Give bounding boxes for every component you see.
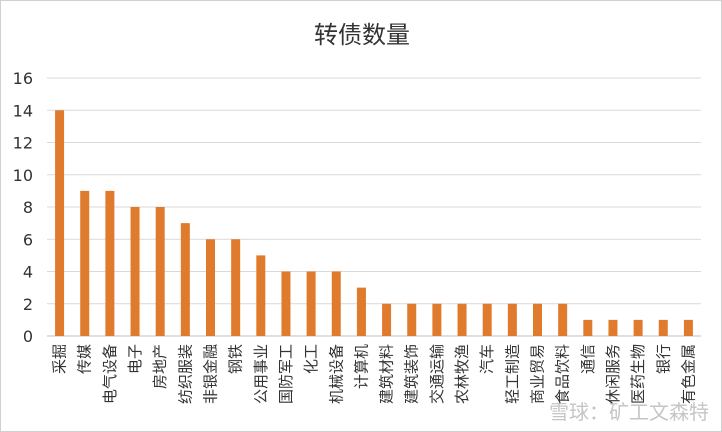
x-tick-label: 国防军工 [277, 344, 295, 404]
bar [331, 271, 341, 336]
bar [583, 319, 593, 336]
bar [105, 190, 115, 336]
x-tick-label: 计算机 [352, 344, 370, 389]
bar [256, 255, 266, 336]
x-tick-label: 电子 [126, 344, 144, 374]
x-tick-label: 医药生物 [629, 344, 647, 404]
bar [281, 271, 291, 336]
x-tick-label: 有色金属 [679, 344, 697, 404]
x-tick-label: 轻工制造 [503, 344, 521, 404]
y-tick-label: 0 [23, 327, 33, 346]
bar [683, 319, 693, 336]
bar [155, 207, 165, 336]
x-tick-label: 建筑装饰 [403, 344, 421, 404]
x-tick-label: 通信 [579, 344, 597, 374]
y-tick-label: 10 [13, 166, 33, 185]
y-tick-label: 12 [13, 134, 33, 153]
bar [533, 303, 542, 336]
x-tick-label: 采掘 [51, 344, 69, 374]
x-tick-label: 公用事业 [252, 344, 270, 404]
y-tick-label: 14 [13, 101, 33, 120]
x-tick-label: 电气设备 [101, 344, 119, 404]
x-tick-label: 传媒 [76, 344, 94, 374]
bar [180, 223, 190, 336]
x-tick-label: 非银金融 [202, 344, 220, 404]
bar [633, 319, 643, 336]
bar [457, 303, 467, 336]
x-tick-label: 食品饮料 [554, 344, 572, 404]
x-tick-label: 机械设备 [327, 344, 345, 404]
x-tick-label: 纺织服装 [176, 344, 194, 404]
bar [658, 319, 668, 336]
bar [130, 207, 140, 336]
bar [432, 303, 442, 336]
y-tick-label: 4 [23, 263, 33, 282]
watermark-text: 雪球：矿工文森特 [549, 400, 709, 424]
y-tick-label: 16 [13, 69, 33, 88]
bar [356, 287, 366, 336]
y-tick-label: 6 [23, 230, 33, 249]
bar [407, 303, 417, 336]
bar [306, 271, 316, 336]
bar [55, 110, 65, 336]
x-tick-label: 房地产 [151, 344, 169, 389]
bar [231, 239, 241, 336]
y-tick-label: 8 [23, 198, 33, 217]
bar [482, 303, 492, 336]
bar [80, 190, 90, 336]
y-tick-label: 2 [23, 295, 33, 314]
bar [558, 303, 568, 336]
bar [507, 303, 517, 336]
x-tick-label: 银行 [654, 344, 672, 374]
x-tick-label: 农林牧渔 [453, 344, 471, 404]
x-tick-label: 化工 [302, 344, 320, 374]
bar [206, 239, 215, 336]
bar [382, 303, 392, 336]
x-tick-label: 钢铁 [227, 344, 245, 374]
x-tick-label: 商业贸易 [529, 344, 547, 404]
x-tick-label: 休闲服务 [604, 344, 622, 404]
bar [608, 319, 618, 336]
chart-title: 转债数量 [314, 21, 410, 49]
x-tick-label: 建筑材料 [378, 344, 396, 404]
x-tick-label: 交通运输 [428, 344, 446, 404]
x-tick-label: 汽车 [478, 344, 496, 374]
